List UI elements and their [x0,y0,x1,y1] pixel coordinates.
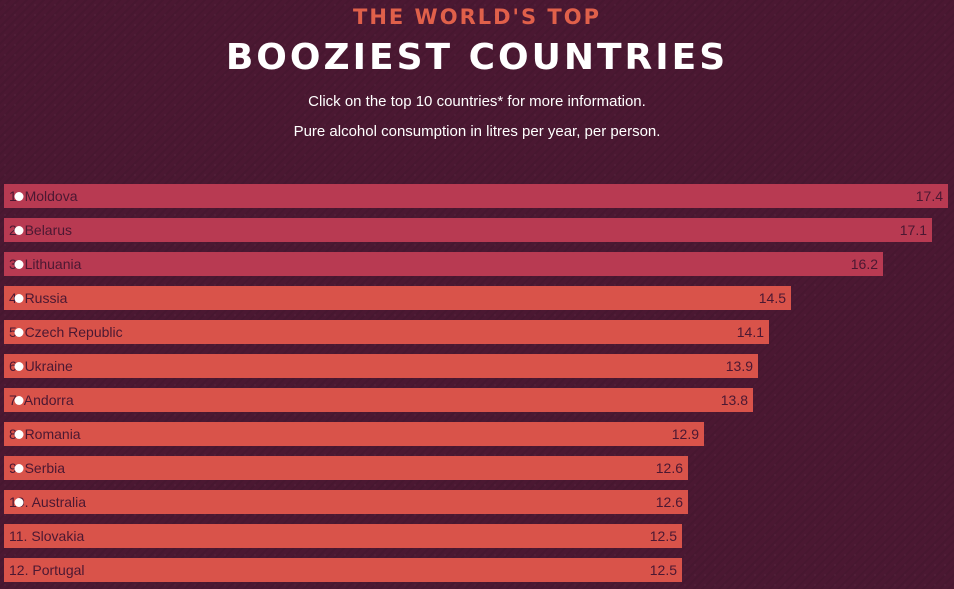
bar[interactable] [4,490,688,514]
bar-row[interactable]: 4. Russia 14.5 [4,286,791,310]
bar-value-label: 14.5 [759,290,786,306]
bar-value-label: 12.6 [656,494,683,510]
bar-category-label: 7. Andorra [9,392,74,408]
bar-category-label: 12. Portugal [9,562,85,578]
bar[interactable] [4,354,758,378]
bar-category-label: 6. Ukraine [9,358,73,374]
bar[interactable] [4,422,704,446]
bar-value-label: 12.6 [656,460,683,476]
bar-row[interactable]: 9. Serbia 12.6 [4,456,688,480]
kicker-heading: THE WORLD'S TOP [353,5,601,29]
bar [4,558,682,582]
bar[interactable] [4,320,769,344]
bar [4,524,682,548]
bar-row[interactable]: 3. Lithuania 16.2 [4,252,883,276]
bar[interactable] [4,286,791,310]
info-dot-icon[interactable] [14,192,24,201]
bar-category-label: 4. Russia [9,290,68,306]
bar-category-label: 8. Romania [9,426,81,442]
info-dot-icon[interactable] [14,464,24,473]
page-title: BOOZIEST COUNTRIES [225,37,729,78]
bar-row[interactable]: 10. Australia 12.6 [4,490,688,514]
info-dot-icon[interactable] [14,396,24,405]
bar-value-label: 17.4 [916,188,943,204]
bar-category-label: 5. Czech Republic [9,324,123,340]
bar-row: 12. Portugal 12.5 [4,558,682,582]
bar-category-label: 9. Serbia [9,460,65,476]
bar-category-label: 3. Lithuania [9,256,82,272]
bar[interactable] [4,184,948,208]
bar-row[interactable]: 7. Andorra 13.8 [4,388,753,412]
bar-row[interactable]: 2. Belarus 17.1 [4,218,932,242]
bar-value-label: 13.9 [726,358,753,374]
bar-value-label: 12.5 [650,528,677,544]
bar-row[interactable]: 8. Romania 12.9 [4,422,704,446]
bar-value-label: 12.5 [650,562,677,578]
bar-value-label: 13.8 [721,392,748,408]
bar-category-label: 1. Moldova [9,188,78,204]
bar-row: 11. Slovakia 12.5 [4,524,682,548]
info-dot-icon[interactable] [14,294,24,303]
bar-value-label: 12.9 [672,426,699,442]
info-dot-icon[interactable] [14,226,24,235]
info-dot-icon[interactable] [14,328,24,337]
bar-row[interactable]: 6. Ukraine 13.9 [4,354,758,378]
bar-value-label: 17.1 [900,222,927,238]
bar-category-label: 11. Slovakia [9,528,84,544]
bar-value-label: 16.2 [851,256,878,272]
bar-category-label: 2. Belarus [9,222,72,238]
chart-subtitle: Pure alcohol consumption in litres per y… [293,123,661,140]
bar-row[interactable]: 1. Moldova 17.4 [4,184,948,208]
info-dot-icon[interactable] [14,430,24,439]
info-dot-icon[interactable] [14,498,24,507]
info-dot-icon[interactable] [14,260,24,269]
bar[interactable] [4,218,932,242]
bar[interactable] [4,388,753,412]
bar-category-label: 10. Australia [9,494,86,510]
bar-row[interactable]: 5. Czech Republic 14.1 [4,320,769,344]
bar[interactable] [4,252,883,276]
info-dot-icon[interactable] [14,362,24,371]
instruction-text: Click on the top 10 countries* for more … [308,93,646,110]
bar[interactable] [4,456,688,480]
bar-value-label: 14.1 [737,324,764,340]
